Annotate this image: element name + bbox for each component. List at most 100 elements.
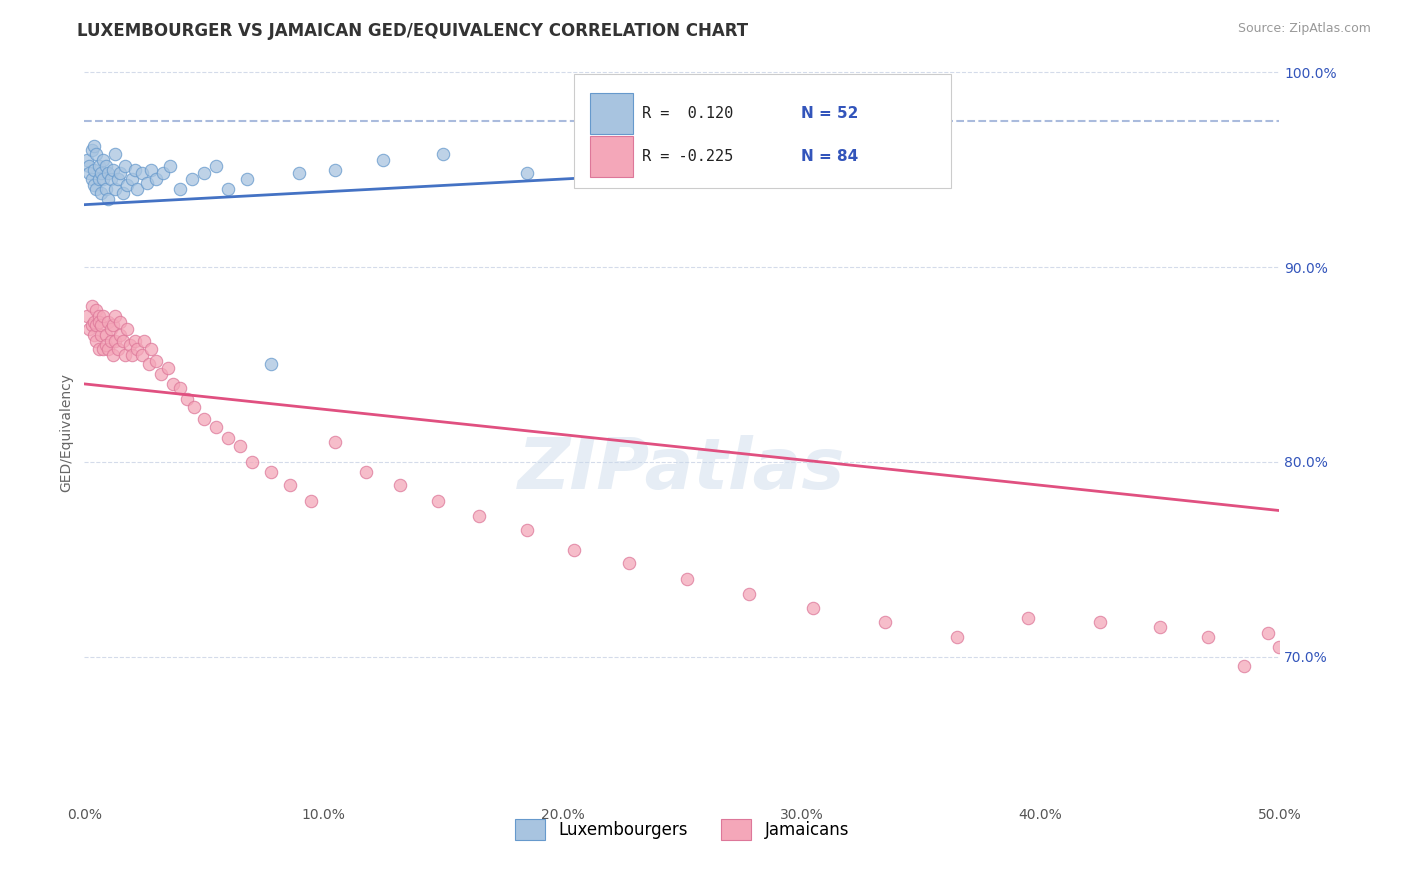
Point bbox=[104, 147, 127, 161]
Point bbox=[104, 309, 127, 323]
Text: N = 52: N = 52 bbox=[801, 106, 859, 121]
Point bbox=[110, 314, 132, 328]
Point bbox=[125, 182, 148, 196]
Point bbox=[229, 439, 252, 453]
Point bbox=[83, 162, 105, 177]
Text: R =  0.120: R = 0.120 bbox=[643, 106, 734, 121]
Point bbox=[131, 348, 153, 362]
Point bbox=[107, 172, 129, 186]
Point bbox=[93, 172, 115, 186]
Point bbox=[131, 166, 153, 180]
Legend: Luxembourgers, Jamaicans: Luxembourgers, Jamaicans bbox=[508, 813, 856, 847]
Point bbox=[675, 572, 697, 586]
Text: R = -0.225: R = -0.225 bbox=[643, 149, 734, 164]
Point bbox=[152, 166, 174, 180]
Point bbox=[124, 334, 146, 348]
Point bbox=[97, 342, 120, 356]
Point bbox=[80, 299, 103, 313]
Point bbox=[101, 162, 124, 177]
Point bbox=[1090, 615, 1112, 629]
Point bbox=[100, 322, 122, 336]
Point bbox=[288, 166, 311, 180]
Point bbox=[205, 159, 228, 173]
Text: LUXEMBOURGER VS JAMAICAN GED/EQUIVALENCY CORRELATION CHART: LUXEMBOURGER VS JAMAICAN GED/EQUIVALENCY… bbox=[77, 22, 748, 40]
Point bbox=[162, 376, 184, 391]
Point bbox=[217, 432, 239, 446]
Point bbox=[87, 342, 110, 356]
Point bbox=[80, 172, 103, 186]
Point bbox=[132, 334, 156, 348]
Point bbox=[240, 455, 263, 469]
Point bbox=[325, 435, 347, 450]
Point bbox=[110, 328, 132, 343]
Point bbox=[388, 478, 411, 492]
Point bbox=[107, 342, 129, 356]
Point bbox=[94, 338, 117, 352]
Point bbox=[77, 159, 100, 173]
Point bbox=[301, 493, 323, 508]
Point bbox=[94, 159, 117, 173]
Point bbox=[101, 348, 124, 362]
Text: Source: ZipAtlas.com: Source: ZipAtlas.com bbox=[1237, 22, 1371, 36]
Point bbox=[176, 392, 198, 407]
Point bbox=[80, 143, 103, 157]
Point bbox=[838, 139, 860, 153]
Point bbox=[145, 172, 167, 186]
Point bbox=[1292, 659, 1315, 673]
Point bbox=[94, 182, 117, 196]
FancyBboxPatch shape bbox=[575, 73, 950, 188]
Point bbox=[87, 309, 110, 323]
Point bbox=[135, 176, 157, 190]
Point bbox=[373, 153, 395, 167]
Point bbox=[159, 159, 181, 173]
Point bbox=[738, 587, 761, 601]
Point bbox=[80, 318, 103, 333]
Point bbox=[86, 182, 108, 196]
FancyBboxPatch shape bbox=[591, 136, 633, 178]
Point bbox=[86, 334, 108, 348]
Point bbox=[83, 328, 105, 343]
Point bbox=[205, 419, 228, 434]
Point bbox=[117, 322, 139, 336]
Point bbox=[90, 186, 112, 200]
Point bbox=[564, 542, 586, 557]
Point bbox=[1233, 659, 1256, 673]
Point bbox=[76, 309, 98, 323]
Point bbox=[77, 322, 100, 336]
Point bbox=[145, 353, 167, 368]
Point bbox=[141, 162, 163, 177]
Point bbox=[1340, 698, 1362, 713]
Point bbox=[76, 153, 98, 167]
Point bbox=[100, 334, 122, 348]
Point bbox=[93, 153, 115, 167]
Point bbox=[149, 367, 172, 381]
Point bbox=[1018, 611, 1040, 625]
Point bbox=[875, 615, 897, 629]
Point bbox=[90, 166, 112, 180]
Text: ZIPatlas: ZIPatlas bbox=[519, 435, 845, 504]
Point bbox=[111, 334, 134, 348]
Point bbox=[181, 172, 204, 186]
Point bbox=[1149, 620, 1171, 634]
Point bbox=[432, 147, 454, 161]
Point bbox=[97, 192, 120, 206]
Point bbox=[101, 318, 124, 333]
Point bbox=[104, 334, 127, 348]
Point bbox=[90, 318, 112, 333]
Point bbox=[619, 556, 641, 570]
Point bbox=[236, 172, 259, 186]
Point bbox=[427, 493, 450, 508]
Point bbox=[169, 182, 191, 196]
Point bbox=[100, 172, 122, 186]
Point bbox=[111, 186, 134, 200]
Point bbox=[1268, 640, 1291, 654]
Point bbox=[104, 182, 127, 196]
Point bbox=[138, 358, 160, 372]
Point bbox=[114, 348, 136, 362]
Point bbox=[77, 166, 100, 180]
Point bbox=[468, 509, 491, 524]
Point bbox=[278, 478, 301, 492]
Point bbox=[118, 338, 141, 352]
Point bbox=[93, 309, 115, 323]
Point bbox=[90, 328, 112, 343]
